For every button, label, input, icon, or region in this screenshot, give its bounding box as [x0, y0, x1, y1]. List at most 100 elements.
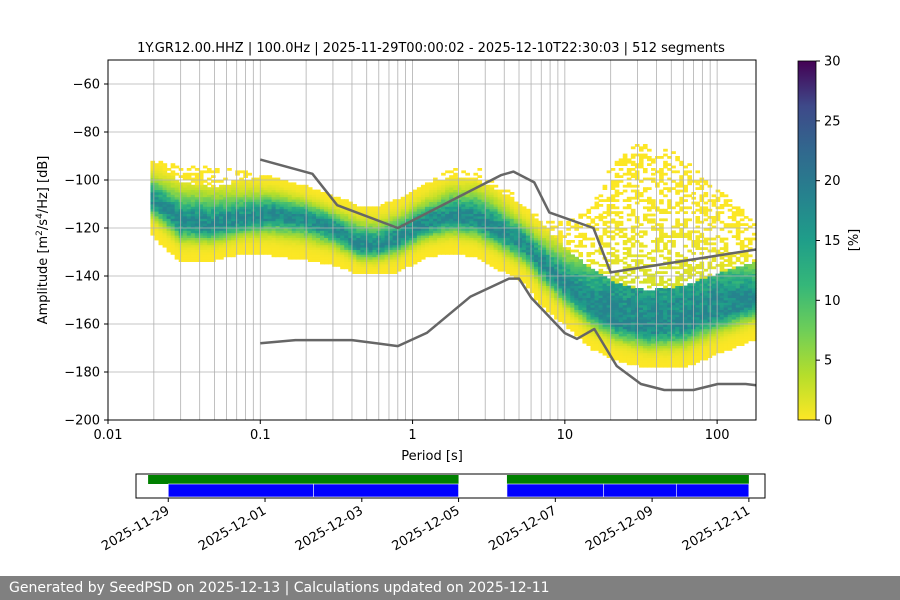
psd-density-cell [307, 252, 313, 255]
psd-density-cell [231, 204, 236, 207]
psd-density-cell [380, 252, 386, 255]
psd-density-cell [190, 242, 196, 246]
psd-density-cell [570, 256, 575, 260]
psd-density-cell [449, 206, 454, 210]
psd-density-cell [287, 244, 293, 248]
psd-density-cell [420, 187, 426, 190]
psd-density-cell [590, 252, 596, 255]
psd-density-cell [497, 204, 503, 207]
psd-density-cell [356, 206, 361, 210]
psd-density-cell [372, 247, 378, 250]
psd-density-cell [481, 242, 487, 246]
psd-density-cell [610, 324, 616, 327]
psd-density-cell [659, 312, 664, 315]
psd-density-cell [170, 177, 176, 181]
psd-density-cell [687, 235, 693, 238]
psd-density-cell [295, 235, 301, 238]
psd-density-cell [166, 201, 172, 205]
psd-density-cell [267, 184, 273, 188]
psd-density-cell [267, 182, 273, 186]
psd-density-cell [424, 220, 430, 224]
psd-density-cell [594, 312, 600, 315]
psd-density-cell [667, 256, 672, 260]
psd-density-cell [295, 218, 301, 222]
psd-density-cell [505, 254, 511, 258]
psd-density-cell [485, 204, 491, 207]
psd-density-cell [190, 172, 196, 176]
psd-density-cell [683, 295, 688, 298]
psd-density-cell [408, 216, 414, 219]
psd-density-cell [546, 228, 551, 231]
psd-density-cell [638, 295, 644, 298]
psd-density-cell [267, 208, 273, 212]
psd-density-cell [360, 232, 366, 236]
psd-density-cell [186, 206, 192, 210]
psd-density-cell [287, 192, 293, 195]
psd-density-cell [392, 259, 398, 262]
psd-density-cell [578, 232, 584, 236]
psd-density-cell [267, 244, 273, 248]
psd-density-cell [388, 268, 394, 272]
psd-density-cell [259, 228, 265, 231]
psd-density-cell [356, 244, 361, 248]
psd-density-cell [166, 218, 172, 222]
psd-density-cell [412, 194, 418, 198]
psd-density-cell [433, 235, 438, 238]
psd-density-cell [315, 237, 321, 241]
psd-density-cell [525, 244, 531, 248]
psd-density-cell [566, 223, 571, 226]
psd-density-cell [687, 360, 693, 363]
psd-density-cell [235, 220, 240, 224]
psd-density-cell [202, 211, 208, 214]
psd-density-cell [231, 206, 236, 210]
psd-density-cell [408, 213, 414, 217]
psd-density-cell [295, 228, 301, 231]
psd-density-cell [215, 235, 220, 238]
psd-density-cell [683, 340, 688, 344]
psd-density-cell [388, 261, 394, 265]
psd-density-cell [622, 240, 628, 243]
psd-density-cell [610, 280, 616, 284]
psd-density-cell [570, 297, 575, 301]
psd-density-cell [275, 199, 281, 202]
psd-density-cell [388, 264, 394, 267]
psd-density-cell [602, 271, 608, 274]
psd-density-cell [465, 232, 470, 236]
psd-density-cell [651, 172, 656, 176]
psd-density-cell [505, 206, 511, 210]
psd-density-cell [206, 211, 212, 214]
psd-density-cell [299, 199, 305, 202]
psd-density-cell [332, 264, 337, 267]
psd-density-cell [594, 290, 600, 294]
psd-density-cell [485, 235, 491, 238]
psd-density-cell [675, 302, 680, 306]
psd-density-cell [190, 216, 196, 219]
psd-density-cell [574, 316, 579, 320]
psd-density-cell [194, 252, 200, 255]
psd-density-cell [525, 249, 531, 253]
psd-density-cell [638, 328, 644, 332]
psd-density-cell [255, 247, 261, 250]
psd-density-cell [211, 170, 216, 174]
psd-density-cell [679, 328, 684, 332]
psd-density-cell [283, 194, 289, 198]
psd-density-cell [182, 213, 188, 217]
psd-density-cell [598, 216, 604, 219]
psd-density-cell [517, 225, 523, 229]
psd-density-cell [174, 228, 180, 231]
psd-density-cell [449, 249, 454, 253]
psd-density-cell [412, 244, 418, 248]
psd-density-cell [307, 211, 313, 214]
psd-density-cell [445, 211, 450, 214]
psd-density-cell [618, 220, 624, 224]
psd-density-cell [295, 189, 301, 193]
psd-density-cell [279, 235, 285, 238]
psd-density-cell [667, 177, 672, 181]
psd-density-cell [655, 156, 660, 159]
psd-density-cell [392, 216, 398, 219]
psd-density-cell [529, 216, 535, 219]
psd-density-cell [287, 182, 293, 186]
psd-density-cell [473, 235, 479, 238]
psd-density-cell [186, 187, 192, 190]
psd-density-cell [477, 211, 483, 214]
